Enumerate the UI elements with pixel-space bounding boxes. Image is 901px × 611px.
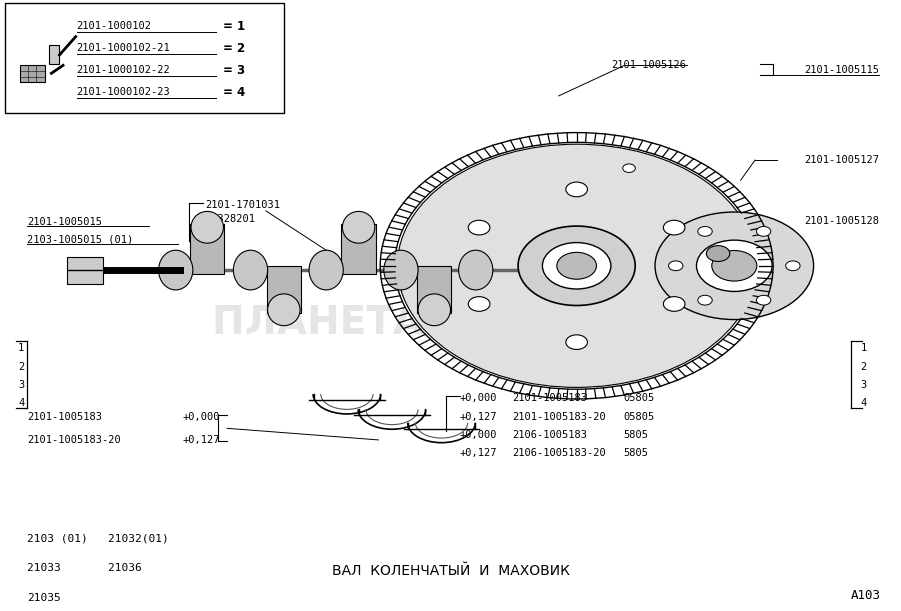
Bar [49,45,59,64]
Text: 2106-1005183: 2106-1005183 [512,430,587,440]
Text: 1: 1 [18,343,24,353]
Text: 2101-1005183: 2101-1005183 [27,412,102,422]
Circle shape [469,297,490,312]
Circle shape [663,297,685,312]
Text: 05805: 05805 [623,412,655,422]
Ellipse shape [342,211,375,243]
Text: 5805: 5805 [623,430,649,440]
Circle shape [518,226,635,306]
Text: ВАЛ  КОЛЕНЧАТЫЙ  И  МАХОВИК: ВАЛ КОЛЕНЧАТЫЙ И МАХОВИК [332,565,569,578]
Text: 2101-1005015: 2101-1005015 [27,217,102,227]
FancyBboxPatch shape [417,266,451,313]
Text: 2: 2 [860,362,867,371]
Text: 2101-1000102-21: 2101-1000102-21 [77,43,170,53]
Circle shape [469,220,490,235]
Ellipse shape [384,250,418,290]
Text: A103: A103 [851,589,881,602]
Circle shape [395,142,759,389]
Bar [20,65,45,82]
Text: 2101-1005115: 2101-1005115 [805,65,879,75]
Text: 2101-1005126: 2101-1005126 [612,60,687,70]
Text: +0,000: +0,000 [460,393,497,403]
Text: 2101-1000102: 2101-1000102 [77,21,151,31]
Text: 21033       21036: 21033 21036 [27,563,141,573]
Circle shape [698,295,712,305]
Text: 2106-1005183-20: 2106-1005183-20 [512,448,605,458]
Text: +0,000: +0,000 [460,430,497,440]
Text: +0,127: +0,127 [460,448,497,458]
Circle shape [757,295,770,305]
Circle shape [698,227,712,236]
Text: 2101-1000102-23: 2101-1000102-23 [77,87,170,97]
Ellipse shape [459,250,493,290]
Text: 2101-1005183-20: 2101-1005183-20 [512,412,605,422]
Circle shape [655,212,814,320]
Text: 4: 4 [860,398,867,408]
Ellipse shape [233,250,268,290]
Text: 4: 4 [18,398,24,408]
Text: 1: 1 [860,343,867,353]
Text: 2101-1005183: 2101-1005183 [512,393,587,403]
Ellipse shape [309,250,343,290]
FancyBboxPatch shape [67,257,103,284]
Text: ПЛАНЕТА ЖЕЛЕЗЯКА: ПЛАНЕТА ЖЕЛЕЗЯКА [212,305,689,343]
Text: = 1: = 1 [223,20,246,33]
Text: 2101-1005183-20: 2101-1005183-20 [27,435,121,445]
Ellipse shape [191,211,223,243]
Text: = 4: = 4 [223,86,246,99]
Circle shape [542,243,611,289]
Text: 05805: 05805 [623,393,655,403]
Text: 3: 3 [860,380,867,390]
Circle shape [712,251,757,281]
Circle shape [566,182,587,197]
Circle shape [696,240,772,291]
Text: 21035: 21035 [27,593,60,602]
Text: 3: 3 [18,380,24,390]
Circle shape [397,144,756,387]
FancyBboxPatch shape [5,3,284,113]
Text: 2103 (01)   21032(01): 2103 (01) 21032(01) [27,534,168,544]
Text: 2101-1701031: 2101-1701031 [205,200,280,210]
Text: +0,127: +0,127 [460,412,497,422]
Text: = 3: = 3 [223,64,246,77]
FancyBboxPatch shape [267,266,301,313]
Text: 5805: 5805 [623,448,649,458]
Circle shape [663,220,685,235]
Text: 2101-1005128: 2101-1005128 [805,216,879,226]
Text: 2103-1005015 (01): 2103-1005015 (01) [27,235,133,244]
Ellipse shape [159,250,193,290]
Circle shape [669,261,683,271]
Circle shape [706,246,730,262]
Text: 2: 2 [18,362,24,371]
Text: 2101-1005127: 2101-1005127 [805,155,879,165]
Text: 2101-1000102-22: 2101-1000102-22 [77,65,170,75]
Circle shape [786,261,800,271]
Circle shape [757,227,770,236]
Ellipse shape [418,294,450,326]
Text: +0,127: +0,127 [182,435,220,445]
Circle shape [623,164,635,172]
Text: 14328201: 14328201 [205,214,255,224]
FancyBboxPatch shape [341,224,376,274]
Ellipse shape [268,294,300,326]
FancyBboxPatch shape [190,224,224,274]
Circle shape [557,252,596,279]
Circle shape [566,335,587,349]
Text: +0,000: +0,000 [182,412,220,422]
Text: = 2: = 2 [223,42,246,55]
